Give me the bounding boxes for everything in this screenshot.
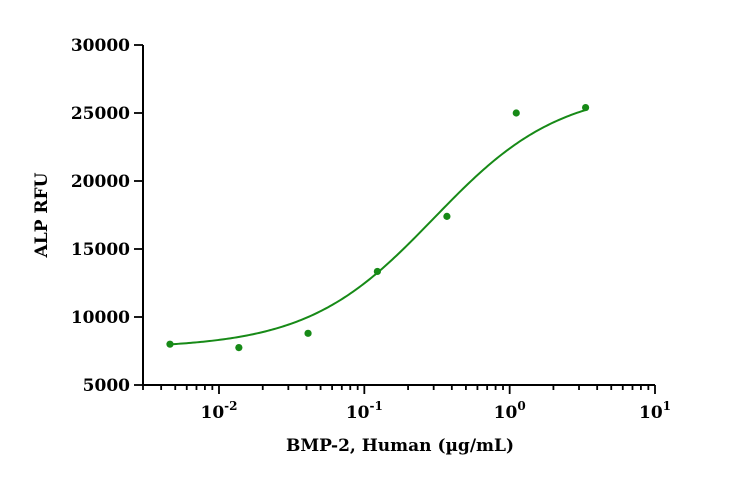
data-point xyxy=(581,103,590,112)
x-axis-title: BMP-2, Human (µg/mL) xyxy=(286,436,514,456)
y-tick-label: 20000 xyxy=(71,172,130,192)
x-tick-label: 10-2 xyxy=(200,399,237,423)
y-tick-label: 10000 xyxy=(71,308,130,328)
data-point xyxy=(304,329,312,337)
data-point xyxy=(235,344,243,352)
data-point xyxy=(443,212,451,220)
data-point xyxy=(373,267,381,276)
y-tick-label: 25000 xyxy=(71,104,130,124)
fit-curve xyxy=(169,109,586,346)
x-tick-label: 101 xyxy=(639,399,671,423)
y-tick-label: 30000 xyxy=(71,36,130,56)
y-tick-label: 15000 xyxy=(71,240,130,260)
y-tick-label: 5000 xyxy=(83,376,130,396)
plot-area xyxy=(166,103,590,352)
y-axis: 5000 10000 15000 20000 25000 30000 xyxy=(71,36,144,396)
data-point xyxy=(166,340,174,348)
x-tick-label: 10-1 xyxy=(346,399,383,423)
x-tick-label: 100 xyxy=(494,399,526,423)
data-point xyxy=(512,109,520,117)
x-axis: 10-2 10-1 100 101 xyxy=(142,384,671,423)
y-axis-title: ALP RFU xyxy=(32,172,52,258)
